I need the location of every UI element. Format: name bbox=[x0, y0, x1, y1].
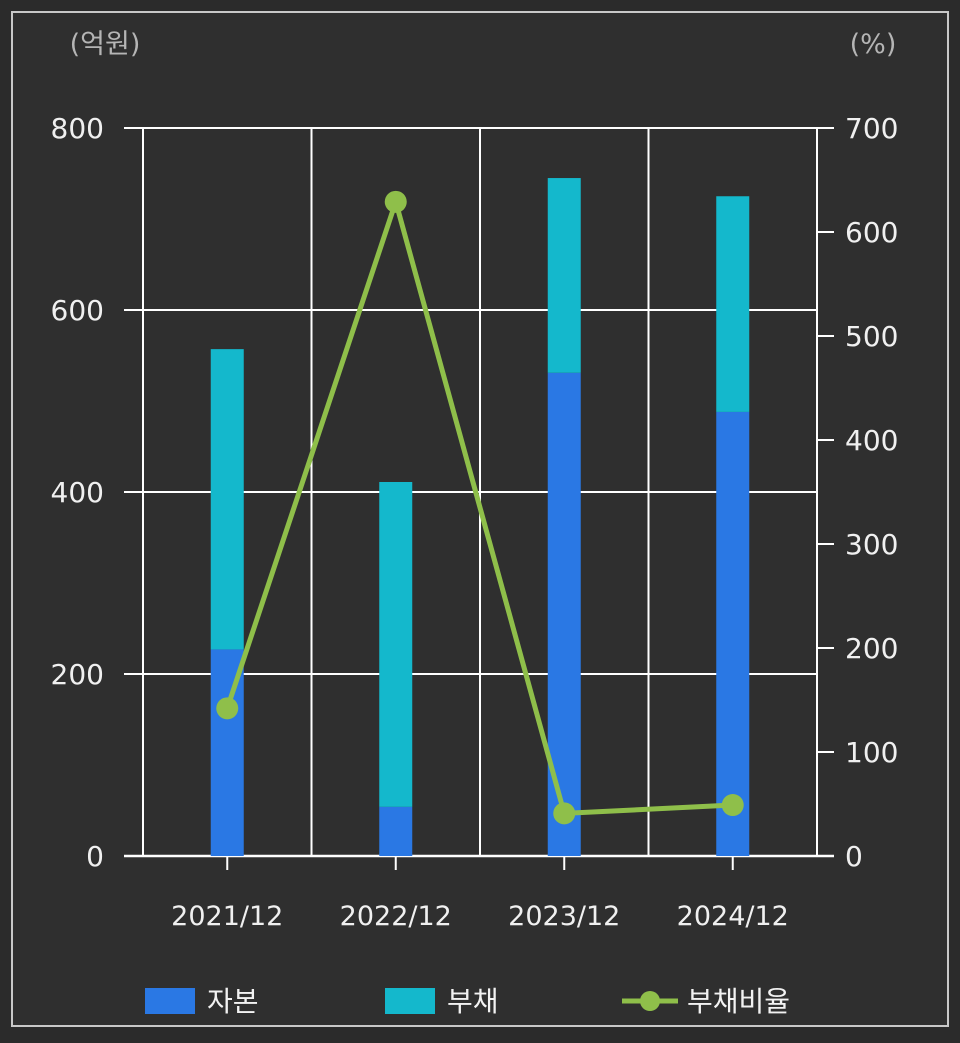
ratio-point bbox=[384, 190, 407, 213]
right-tick-label: 300 bbox=[845, 528, 898, 561]
right-tick-label: 600 bbox=[845, 216, 898, 249]
bar-capital bbox=[210, 649, 244, 856]
bar-debt bbox=[379, 481, 413, 807]
legend-swatch-ratio-marker bbox=[640, 991, 660, 1011]
bar-capital bbox=[716, 411, 750, 856]
x-tick-label: 2023/12 bbox=[508, 901, 620, 932]
tick-labels: 0 200 400 600 800 0 100 200 300 400 500 600 700 2021/… bbox=[51, 112, 899, 932]
right-tick-label: 0 bbox=[845, 840, 863, 873]
x-tick-label: 2022/12 bbox=[340, 901, 452, 932]
ratio-line bbox=[216, 190, 744, 825]
left-axis-unit: (억원) bbox=[70, 29, 141, 60]
left-tick-label: 800 bbox=[51, 112, 104, 145]
ratio-point bbox=[216, 697, 239, 720]
ratio-line-path bbox=[224, 199, 733, 816]
bar-capital bbox=[379, 806, 413, 856]
right-tick-label: 500 bbox=[845, 320, 898, 353]
right-tick-label: 400 bbox=[845, 424, 898, 457]
left-tick-label: 600 bbox=[51, 294, 104, 327]
right-tick-label: 100 bbox=[845, 736, 898, 769]
legend-label-debt: 부채 bbox=[447, 985, 499, 1018]
left-tick-label: 200 bbox=[51, 658, 104, 691]
x-tick-label: 2021/12 bbox=[171, 901, 283, 932]
legend-label-ratio: 부채비율 bbox=[687, 985, 790, 1018]
bar-debt bbox=[210, 349, 244, 650]
ratio-point bbox=[721, 794, 744, 817]
bar-debt bbox=[716, 196, 750, 412]
legend: 자본 부채 부채비율 bbox=[145, 985, 790, 1018]
ratio-point bbox=[553, 802, 576, 825]
bar-capital bbox=[547, 372, 581, 856]
legend-label-capital: 자본 bbox=[207, 985, 259, 1018]
bar-debt bbox=[547, 178, 581, 373]
left-tick-label: 400 bbox=[51, 476, 104, 509]
right-tick-label: 700 bbox=[845, 112, 898, 145]
legend-swatch-debt bbox=[385, 988, 435, 1014]
x-tick-label: 2024/12 bbox=[677, 901, 789, 932]
right-axis-unit: (%) bbox=[850, 29, 897, 60]
left-tick-label: 0 bbox=[86, 840, 104, 873]
right-tick-label: 200 bbox=[845, 632, 898, 665]
legend-swatch-capital bbox=[145, 988, 195, 1014]
